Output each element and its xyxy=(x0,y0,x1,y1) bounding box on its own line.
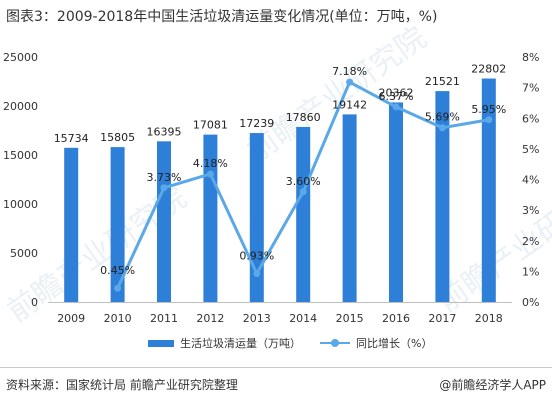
growth-point xyxy=(485,116,493,124)
legend-label-bars: 生活垃圾清运量（万吨） xyxy=(180,337,301,350)
left-axis-tick-label: 15000 xyxy=(3,149,38,162)
growth-value-label: 3.73% xyxy=(147,171,182,184)
bar-value-label: 17860 xyxy=(286,111,321,124)
bar-value-label: 22802 xyxy=(471,63,506,76)
growth-value-label: 5.95% xyxy=(471,103,506,116)
x-axis-tick-label: 2009 xyxy=(57,312,85,325)
growth-value-label: 4.18% xyxy=(193,157,228,170)
bar xyxy=(481,78,496,302)
right-axis-tick-label: 5% xyxy=(522,143,539,156)
growth-value-label: 5.69% xyxy=(425,111,460,124)
x-axis-tick-label: 2013 xyxy=(243,312,271,325)
bar xyxy=(157,141,171,302)
right-axis-tick-label: 2% xyxy=(522,235,539,248)
bar-value-label: 17081 xyxy=(193,119,228,132)
left-axis-tick-label: 20000 xyxy=(3,100,38,113)
x-axis-tick-label: 2018 xyxy=(475,312,503,325)
combo-chart: 0 5000 10000 15000 20000 25000 0% 1% 2% 3% 4% 5% 6% 7… xyxy=(3,51,539,325)
footer-divider xyxy=(0,367,552,368)
legend-item-bars: 生活垃圾清运量（万吨） xyxy=(148,335,301,351)
legend-item-line: 同比增长（%） xyxy=(320,335,432,351)
legend-swatch-bar xyxy=(148,339,174,347)
right-axis-tick-label: 0% xyxy=(522,296,539,309)
left-axis-tick-label: 25000 xyxy=(3,51,38,64)
growth-point xyxy=(253,270,261,278)
bar-value-label: 15734 xyxy=(54,132,89,145)
bar xyxy=(389,102,403,303)
bar xyxy=(110,147,125,302)
x-axis-tick-label: 2016 xyxy=(382,312,410,325)
growth-value-label: 3.60% xyxy=(286,175,321,188)
x-axis-tick-label: 2012 xyxy=(196,312,224,325)
right-axis-tick-label: 6% xyxy=(522,112,539,125)
growth-point xyxy=(299,188,307,196)
bar-value-label: 15805 xyxy=(100,131,135,144)
chart-title: 图表3：2009-2018年中国生活垃圾清运量变化情况(单位：万吨，%) xyxy=(6,9,438,25)
x-axis-tick-label: 2017 xyxy=(428,312,456,325)
legend-swatch-line xyxy=(320,339,350,347)
growth-point xyxy=(392,103,400,111)
bar xyxy=(249,133,264,302)
bar xyxy=(435,91,450,302)
growth-point xyxy=(206,170,214,178)
left-axis-tick-label: 0 xyxy=(31,296,38,309)
bar-value-label: 21521 xyxy=(425,75,460,88)
growth-value-label: 6.37% xyxy=(379,90,414,103)
legend-label-line: 同比增长（%） xyxy=(356,337,433,350)
brand-credit: @前瞻经济学人APP xyxy=(439,378,546,392)
source-note: 资料来源：国家统计局 前瞻产业研究院整理 xyxy=(6,378,238,392)
bar-value-label: 20362 xyxy=(379,86,414,99)
growth-value-label: 0.45% xyxy=(100,264,135,277)
growth-point xyxy=(346,78,354,86)
x-axis-tick-label: 2015 xyxy=(336,312,364,325)
right-axis-tick-label: 8% xyxy=(522,51,539,64)
bar-value-label: 17239 xyxy=(239,117,274,130)
left-axis-tick-label: 10000 xyxy=(3,198,38,211)
bar xyxy=(342,114,357,302)
growth-point xyxy=(438,124,446,132)
bar-value-label: 19142 xyxy=(332,98,367,111)
right-axis-tick-label: 3% xyxy=(522,204,539,217)
legend: 生活垃圾清运量（万吨） 同比增长（%） xyxy=(0,335,552,353)
left-axis-tick-label: 5000 xyxy=(10,247,38,260)
bar-value-label: 16395 xyxy=(147,125,182,138)
bar xyxy=(296,126,311,302)
growth-point xyxy=(114,284,122,292)
growth-value-label: 7.18% xyxy=(332,65,367,78)
right-axis-tick-label: 1% xyxy=(522,265,539,278)
growth-point xyxy=(160,184,168,192)
growth-value-label: 0.93% xyxy=(239,250,274,263)
x-axis-tick-label: 2014 xyxy=(289,312,317,325)
x-axis-tick-label: 2010 xyxy=(104,312,132,325)
right-axis-tick-label: 7% xyxy=(522,82,539,95)
x-axis-tick-label: 2011 xyxy=(150,312,178,325)
bar xyxy=(64,147,79,302)
right-axis-tick-label: 4% xyxy=(522,174,539,187)
